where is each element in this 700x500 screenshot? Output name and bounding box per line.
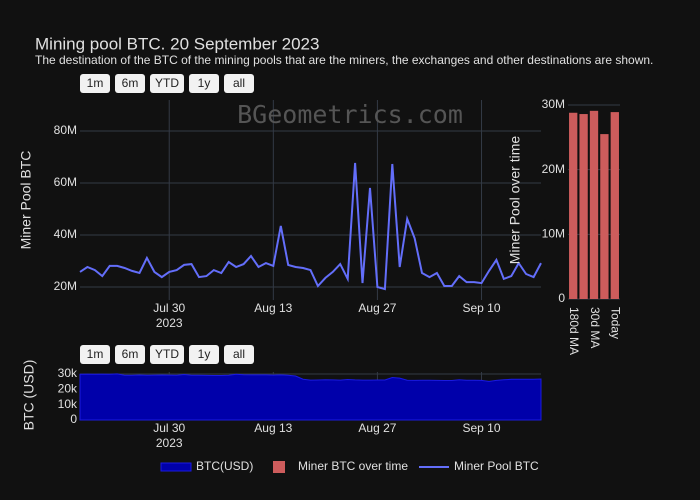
- y-tick-label: 60M: [54, 175, 77, 189]
- x-tick-label: Jul 30: [153, 301, 185, 315]
- legend-swatch: [273, 461, 285, 473]
- range-button[interactable]: 6m: [115, 74, 145, 93]
- y-tick-label: 40M: [54, 227, 77, 241]
- button-label: all: [233, 347, 245, 361]
- y-tick-label: 20k: [58, 382, 78, 396]
- range-button[interactable]: 1m: [80, 345, 110, 364]
- button-bg: [80, 345, 110, 364]
- range-button[interactable]: YTD: [150, 345, 184, 364]
- x-tick-label: Jul 30: [153, 421, 185, 435]
- y-axis-title: BTC (USD): [21, 360, 37, 431]
- range-button[interactable]: 6m: [115, 345, 145, 364]
- button-label: all: [233, 76, 245, 90]
- chart-title: Mining pool BTC. 20 September 2023: [35, 34, 319, 53]
- y-tick-label: 10M: [542, 227, 565, 241]
- y-tick-label: 0: [558, 291, 565, 305]
- legend-label: BTC(USD): [196, 459, 253, 473]
- x-tick-label: Sep 10: [462, 301, 500, 315]
- y-tick-label: 10k: [58, 397, 78, 411]
- button-bg: [189, 74, 219, 93]
- button-label: 1m: [87, 347, 104, 361]
- button-bg: [80, 74, 110, 93]
- button-label: 6m: [122, 347, 139, 361]
- range-button[interactable]: all: [224, 345, 254, 364]
- button-label: 6m: [122, 76, 139, 90]
- y-tick-label: 80M: [54, 123, 77, 137]
- button-label: 1y: [198, 76, 211, 90]
- y-axis-title: Miner Pool BTC: [18, 151, 34, 250]
- button-label: 1y: [198, 347, 211, 361]
- x-tick-year: 2023: [156, 436, 183, 450]
- x-tick-label: 180d MA: [567, 307, 581, 355]
- button-label: YTD: [155, 347, 179, 361]
- bar: [589, 110, 599, 299]
- bar: [600, 134, 609, 299]
- bar: [569, 112, 578, 299]
- line-series: [79, 162, 542, 291]
- legend-label: Miner BTC over time: [298, 459, 408, 473]
- x-tick-year: 2023: [156, 316, 183, 330]
- button-bg: [189, 345, 219, 364]
- bar: [579, 114, 588, 299]
- chart-subtitle: The destination of the BTC of the mining…: [35, 53, 653, 67]
- range-button[interactable]: 1y: [189, 74, 219, 93]
- button-bg: [150, 74, 184, 93]
- range-button[interactable]: 1y: [189, 345, 219, 364]
- legend-label: Miner Pool BTC: [454, 459, 539, 473]
- x-tick-label: Aug 13: [254, 301, 292, 315]
- x-tick-label: 30d MA: [588, 307, 602, 348]
- x-tick-label: Aug 27: [358, 301, 396, 315]
- x-tick-label: Today: [609, 307, 623, 339]
- button-bg: [150, 345, 184, 364]
- range-button[interactable]: 1m: [80, 74, 110, 93]
- range-button[interactable]: all: [224, 74, 254, 93]
- y-tick-label: 0: [70, 412, 77, 426]
- button-bg: [224, 74, 254, 93]
- area-series: [79, 373, 542, 421]
- watermark: BGeometrics.com: [237, 100, 463, 129]
- range-button[interactable]: YTD: [150, 74, 184, 93]
- legend-swatch: [160, 462, 192, 472]
- x-tick-label: Sep 10: [462, 421, 500, 435]
- x-tick-label: Aug 27: [358, 421, 396, 435]
- x-tick-label: Aug 13: [254, 421, 292, 435]
- bar: [610, 112, 619, 299]
- y-axis-title: Miner Pool over time: [507, 136, 523, 265]
- button-bg: [115, 345, 145, 364]
- y-tick-label: 30M: [542, 97, 565, 111]
- y-tick-label: 20M: [542, 162, 565, 176]
- y-tick-label: 20M: [54, 279, 77, 293]
- button-bg: [224, 345, 254, 364]
- button-bg: [115, 74, 145, 93]
- y-tick-label: 30k: [58, 366, 78, 380]
- button-label: 1m: [87, 76, 104, 90]
- button-label: YTD: [155, 76, 179, 90]
